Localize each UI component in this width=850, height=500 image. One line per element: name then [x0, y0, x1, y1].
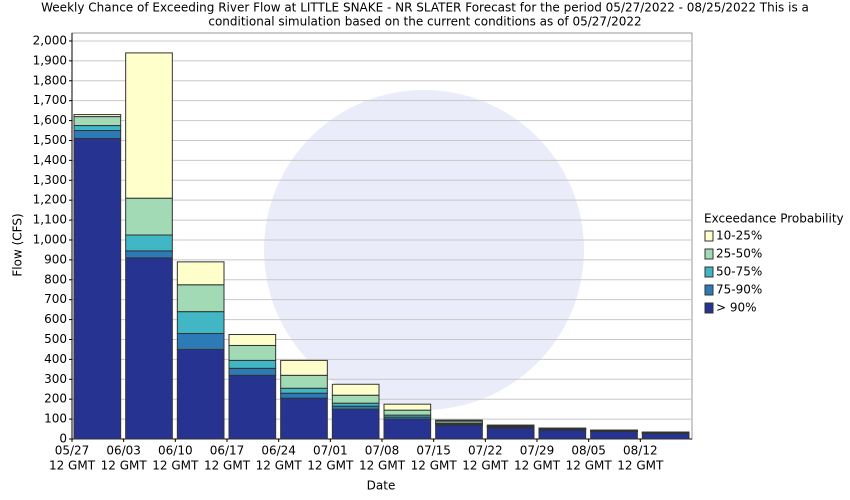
y-tick-label: 300: [44, 372, 67, 386]
x-tick-sublabel: 12 GMT: [101, 459, 148, 473]
x-axis-label: Date: [367, 479, 396, 493]
bar-segment: [590, 430, 638, 440]
bar-segment: [125, 234, 173, 252]
x-tick-label: 07/15: [416, 444, 451, 458]
x-tick-sublabel: 12 GMT: [462, 459, 509, 473]
bar-segment: [383, 418, 432, 440]
chart-title: conditional simulation based on the curr…: [208, 15, 641, 29]
bar-segment: [280, 387, 328, 394]
y-tick-label: 400: [44, 352, 67, 366]
bar-segment: [176, 348, 225, 440]
bar-segment: [228, 374, 277, 440]
bar-segment: [125, 257, 173, 440]
x-tick-label: 07/22: [468, 444, 503, 458]
y-tick-label: 1,600: [33, 113, 67, 127]
x-tick-label: 06/17: [210, 444, 245, 458]
y-tick-label: 500: [44, 332, 67, 346]
y-tick-label: 1,000: [33, 232, 67, 246]
y-tick-label: 200: [44, 392, 67, 406]
bar-segment: [125, 197, 173, 236]
x-tick-sublabel: 12 GMT: [49, 459, 96, 473]
bar-segment: [383, 403, 432, 411]
legend-swatch: [704, 230, 714, 242]
bar-segment: [125, 250, 173, 259]
x-tick-sublabel: 12 GMT: [617, 459, 664, 473]
bar-segment: [125, 52, 173, 199]
bar-segment: [383, 409, 432, 416]
legend-label: 10-25%: [716, 229, 762, 243]
legend-label: > 90%: [716, 301, 757, 315]
bar-segment: [331, 408, 380, 440]
bar-segment: [435, 424, 483, 440]
bar-segment: [176, 284, 225, 313]
legend-label: 25-50%: [716, 247, 762, 261]
x-tick-sublabel: 12 GMT: [152, 459, 199, 473]
bar-segment: [280, 397, 328, 440]
bar-segment: [228, 359, 277, 369]
y-axis-label: Flow (CFS): [11, 213, 25, 276]
y-tick-label: 1,200: [33, 193, 67, 207]
y-tick-label: 1,100: [33, 213, 67, 227]
bar-segment: [73, 116, 122, 127]
bar-segment: [331, 394, 380, 404]
y-tick-label: 0: [59, 432, 67, 446]
bar-segment: [280, 374, 328, 389]
legend-swatch: [704, 248, 714, 260]
bar-segment: [228, 367, 277, 376]
bar-segment: [641, 432, 690, 440]
legend-label: 50-75%: [716, 265, 762, 279]
y-tick-label: 800: [44, 272, 67, 286]
y-tick-label: 600: [44, 312, 67, 326]
x-tick-label: 06/24: [261, 444, 296, 458]
y-tick-label: 1,400: [33, 153, 67, 167]
x-tick-sublabel: 12 GMT: [256, 459, 303, 473]
bar-segment: [435, 419, 483, 422]
y-tick-label: 1,300: [33, 173, 67, 187]
bar-segment: [176, 311, 225, 335]
legend-label: 75-90%: [716, 283, 762, 297]
x-tick-label: 08/12: [623, 444, 658, 458]
y-tick-label: 700: [44, 292, 67, 306]
x-tick-label: 07/08: [365, 444, 400, 458]
x-tick-label: 06/10: [158, 444, 193, 458]
x-tick-label: 08/05: [571, 444, 606, 458]
y-tick-label: 1,900: [33, 53, 67, 67]
y-tick-label: 2,000: [33, 33, 67, 47]
y-tick-label: 1,800: [33, 73, 67, 87]
x-tick-sublabel: 12 GMT: [514, 459, 561, 473]
y-tick-label: 100: [44, 412, 67, 426]
bar-segment: [538, 429, 587, 440]
legend-swatch: [704, 284, 714, 296]
x-tick-sublabel: 12 GMT: [411, 459, 458, 473]
bar-segment: [73, 125, 122, 132]
y-tick-label: 1,500: [33, 133, 67, 147]
bar-segment: [73, 130, 122, 139]
x-tick-label: 06/03: [106, 444, 141, 458]
x-tick-sublabel: 12 GMT: [204, 459, 251, 473]
legend-title: Exceedance Probability: [704, 212, 844, 226]
x-tick-sublabel: 12 GMT: [566, 459, 613, 473]
legend-swatch: [704, 302, 714, 314]
bar-segment: [280, 359, 328, 376]
y-tick-label: 900: [44, 252, 67, 266]
bar-segment: [331, 383, 380, 396]
x-tick-label: 05/27: [55, 444, 90, 458]
bar-segment: [228, 334, 277, 346]
x-tick-label: 07/01: [313, 444, 348, 458]
x-tick-label: 07/29: [520, 444, 555, 458]
bar-segment: [486, 427, 535, 440]
y-tick-label: 1,700: [33, 93, 67, 107]
bar-segment: [176, 333, 225, 350]
bar-segment: [280, 392, 328, 399]
bar-segment: [73, 137, 122, 440]
x-tick-sublabel: 12 GMT: [359, 459, 406, 473]
bar-segment: [228, 344, 277, 361]
legend-swatch: [704, 266, 714, 278]
x-tick-sublabel: 12 GMT: [307, 459, 354, 473]
chart-title: Weekly Chance of Exceeding River Flow at…: [41, 1, 809, 15]
bar-segment: [176, 261, 225, 286]
bar-segment: [73, 114, 122, 118]
watermark: [264, 90, 584, 410]
